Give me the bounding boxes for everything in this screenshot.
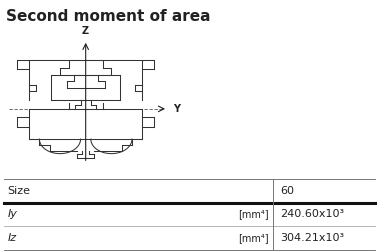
Text: Z: Z — [82, 26, 89, 36]
Text: Iy: Iy — [8, 209, 17, 219]
Text: Second moment of area: Second moment of area — [6, 9, 210, 24]
Text: Size: Size — [8, 186, 31, 196]
Text: 60: 60 — [280, 186, 294, 196]
Text: Iz: Iz — [8, 233, 17, 243]
Text: 304.21x10³: 304.21x10³ — [280, 233, 345, 243]
Text: [mm⁴]: [mm⁴] — [238, 209, 269, 219]
Text: Y: Y — [173, 104, 180, 114]
Text: 240.60x10³: 240.60x10³ — [280, 209, 345, 219]
Text: [mm⁴]: [mm⁴] — [238, 233, 269, 243]
